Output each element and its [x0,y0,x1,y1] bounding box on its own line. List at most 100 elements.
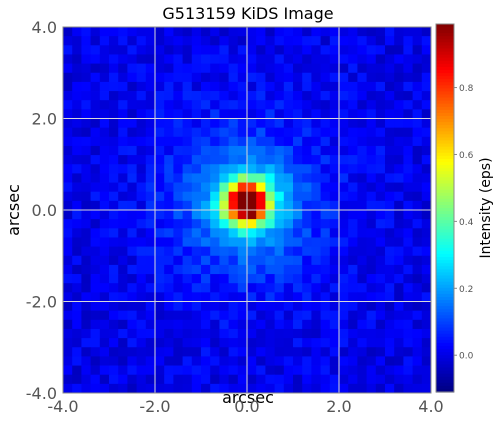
heatmap-cell [283,182,294,193]
heatmap-cell [293,127,303,138]
heatmap-cell [283,264,294,275]
heatmap-cell [265,191,275,202]
heatmap-cell [293,54,303,64]
heatmap-cell [320,219,331,229]
heatmap-cell [348,63,358,74]
heatmap-cell [256,191,266,202]
heatmap-cell [274,100,285,110]
heatmap-cell [274,338,285,348]
heatmap-cell [339,210,349,220]
heatmap-cell [118,383,128,394]
colorbar-segment [436,112,454,117]
heatmap-cell [90,210,101,220]
heatmap-cell [256,365,266,376]
heatmap-cell [274,173,285,183]
colorbar-segment [436,238,454,243]
heatmap-cell [348,36,358,46]
heatmap-cell [81,237,91,247]
heatmap-cell [274,91,285,101]
heatmap-cell [173,81,183,92]
heatmap-cell [265,319,275,330]
heatmap-cell [329,310,340,321]
heatmap-cell [339,91,349,101]
heatmap-cell [329,210,340,220]
heatmap-cell [412,246,423,257]
heatmap-cell [375,173,386,183]
heatmap-cell [81,383,91,394]
heatmap-cell [421,237,432,247]
heatmap-cell [302,63,312,74]
heatmap-cell [394,118,404,129]
heatmap-cell [237,283,248,293]
heatmap-cell [201,264,211,275]
heatmap-cell [412,383,423,394]
heatmap-cell [136,145,147,156]
heatmap-cell [164,109,174,119]
heatmap-cell [173,255,183,266]
heatmap-cell [164,81,174,92]
heatmap-cell [219,118,229,129]
heatmap-cell [145,45,156,55]
heatmap-cell [385,145,395,156]
heatmap-cell [145,228,156,238]
heatmap-cell [90,338,101,348]
heatmap-cell [403,310,413,321]
heatmap-cell [191,118,202,129]
heatmap-cell [127,292,137,302]
heatmap-cell [283,365,294,376]
heatmap-cell [421,173,432,183]
heatmap-cell [182,63,193,74]
heatmap-cell [348,155,358,165]
heatmap-cell [348,283,358,293]
heatmap-cell [81,91,91,101]
heatmap-cell [228,109,239,119]
heatmap-cell [403,356,413,366]
colorbar-segment [436,109,454,114]
heatmap-cell [109,255,119,266]
heatmap-cell [274,81,285,92]
heatmap-cell [164,136,174,147]
heatmap-cell [155,274,165,284]
heatmap-cell [182,283,193,293]
colorbar-segment [436,364,454,369]
heatmap-cell [302,356,312,366]
heatmap-cell [136,173,147,183]
colorbar-segment [436,140,454,145]
heatmap-cell [136,36,147,46]
heatmap-cell [421,210,432,220]
heatmap-cell [81,310,91,321]
heatmap-cell [201,338,211,348]
heatmap-cell [173,365,183,376]
y-ticks: -4.0-2.00.02.04.0 [26,18,57,403]
heatmap-cell [311,310,321,321]
heatmap-cell [412,63,423,74]
heatmap-cell [63,301,73,312]
colorbar-segment [436,204,454,209]
colorbar-segment [436,51,454,56]
heatmap-cell [283,91,294,101]
heatmap-cell [109,164,119,174]
heatmap-cell [274,374,285,385]
heatmap-cell [201,210,211,220]
heatmap-cell [320,72,331,83]
heatmap-cell [385,292,395,302]
colorbar-segment [436,217,454,221]
heatmap-cell [136,45,147,55]
heatmap-cell [201,319,211,330]
heatmap-cell [201,145,211,156]
heatmap-cell [164,127,174,138]
heatmap-cell [237,155,248,165]
heatmap-cell [210,36,220,46]
colorbar-segment [436,39,454,43]
heatmap-cell [421,228,432,238]
heatmap-cell [109,127,119,138]
heatmap-cell [403,200,413,211]
heatmap-cell [237,127,248,138]
colorbar-segment [436,88,454,93]
heatmap-cell [339,365,349,376]
heatmap-cell [283,347,294,357]
colorbar-segment [436,257,454,261]
colorbar-ticks: 0.00.20.40.60.8 [454,84,474,362]
heatmap-cell [339,219,349,229]
heatmap-cell [357,383,367,394]
